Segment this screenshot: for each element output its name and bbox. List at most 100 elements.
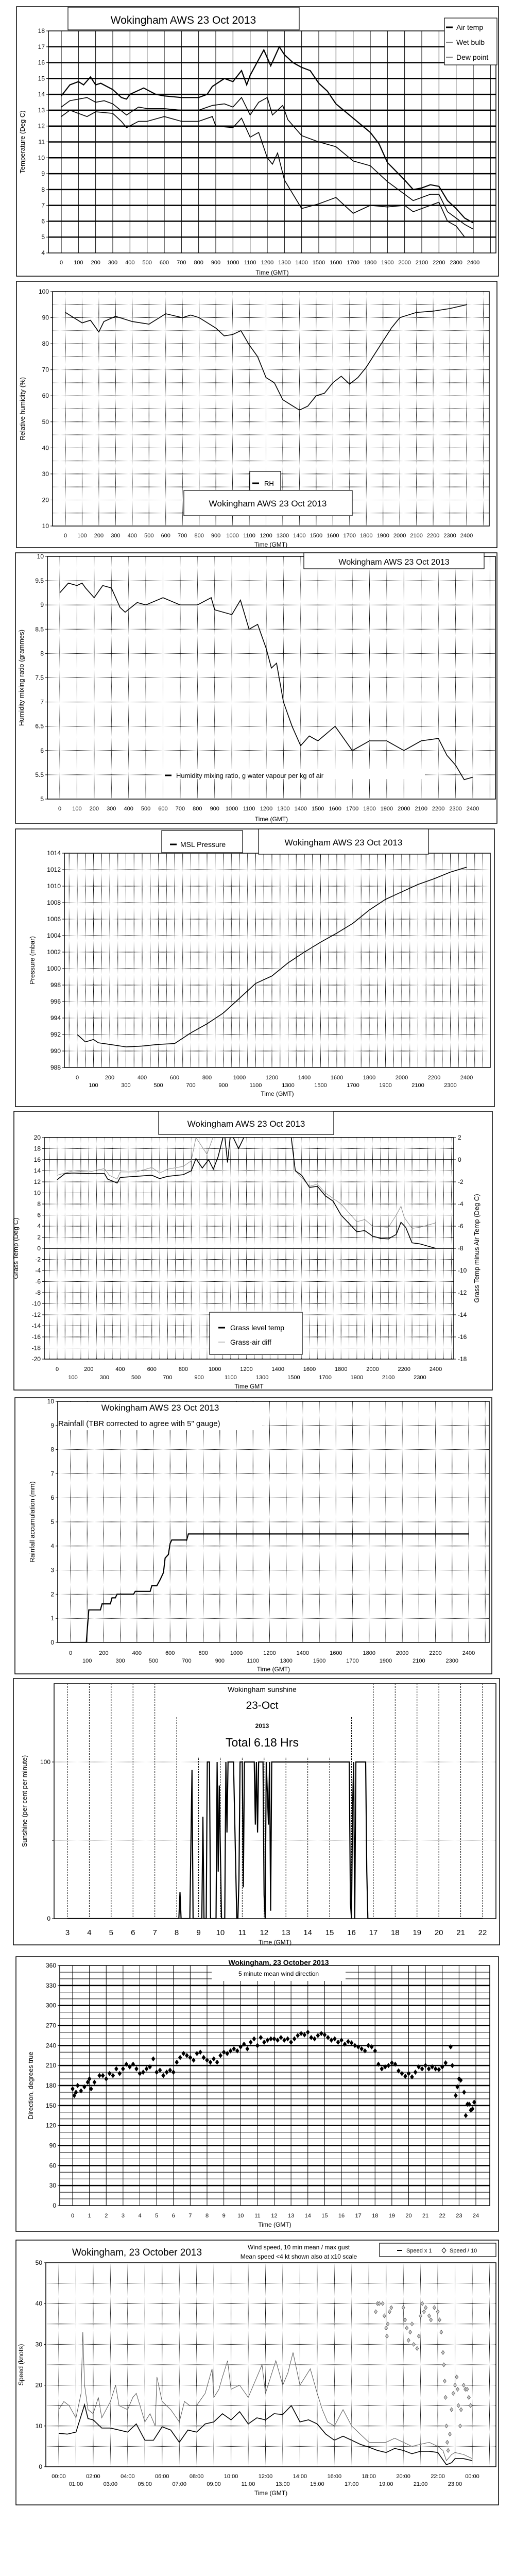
data-point (161, 2073, 165, 2078)
x-tick-label: 100 (89, 1082, 98, 1089)
y-axis-label: Speed (knots) (17, 2344, 25, 2386)
data-point (410, 2074, 414, 2080)
y2-tick-label: -16 (458, 1333, 467, 1341)
data-point (235, 2048, 239, 2054)
y-tick-label: 2 (37, 1234, 41, 1241)
data-point (387, 2309, 391, 2314)
x-tick-label: 600 (147, 1366, 157, 1372)
series-line-3 (61, 109, 473, 238)
x-tick-label: 1800 (360, 533, 372, 539)
x-tick-label: 2200 (432, 806, 444, 812)
data-point (208, 2059, 213, 2065)
y-tick-label: 6.5 (35, 723, 44, 730)
data-point (455, 2375, 459, 2380)
y-tick-label: 7 (41, 202, 45, 209)
x-tick-label: 300 (111, 533, 120, 539)
plot-area (45, 2262, 496, 2467)
y-tick-label: 9 (40, 601, 44, 608)
x-axis-label: Time (GMT) (255, 269, 288, 276)
y-tick-label: 4 (41, 249, 45, 257)
x-tick-label: 800 (202, 1075, 212, 1081)
y-tick-label: 1012 (47, 866, 61, 873)
x-tick-label: 100 (77, 533, 87, 539)
data-point (205, 2057, 209, 2063)
data-point (319, 2030, 323, 2037)
x-tick-label: 1900 (379, 1082, 391, 1089)
data-point (188, 2055, 193, 2060)
y-tick-label: 7.5 (35, 674, 44, 682)
data-point (265, 2037, 270, 2043)
x-tick-label: 15 (321, 2213, 328, 2219)
x-tick-label: 1000 (209, 1366, 221, 1372)
data-point (89, 2086, 93, 2092)
x-tick-label: 23 (456, 2213, 462, 2219)
data-point (441, 2350, 445, 2355)
x-tick-label: 1900 (381, 260, 393, 266)
series-group (65, 304, 467, 411)
x-tick-label: 2400 (430, 1366, 442, 1372)
x-tick-label: 13 (288, 2213, 294, 2219)
data-point (168, 2067, 173, 2073)
x-tick-label: 2 (105, 2213, 108, 2219)
x-tick-label: 19 (413, 1928, 421, 1937)
y2-tick-label: -12 (458, 1289, 467, 1296)
x-tick-label: 00:00 (465, 2473, 479, 2480)
x-tick-label: 1800 (335, 1366, 347, 1372)
chart-title: Wokingham AWS 23 Oct 2013 (285, 838, 403, 848)
data-point (144, 2066, 149, 2072)
y-tick-label: 10 (37, 553, 44, 560)
data-point (405, 2326, 409, 2331)
x-tick-label: 300 (107, 806, 116, 812)
data-point (242, 2041, 246, 2047)
y-tick-label: 16 (34, 1156, 41, 1163)
y-tick-label: 994 (50, 1014, 61, 1022)
x-tick-label: 1700 (347, 260, 359, 266)
data-point (419, 2313, 423, 2318)
x-tick-label: 0 (71, 2213, 74, 2219)
x-tick-label: 1900 (351, 1375, 363, 1381)
data-point (456, 2386, 459, 2392)
x-tick-label: 00:00 (52, 2473, 66, 2480)
y-tick-label: 13 (38, 107, 45, 114)
y-axis-label: Relative humidity (%) (19, 377, 26, 440)
y-tick-label: 20 (36, 2382, 43, 2389)
x-tick-label: 200 (90, 806, 99, 812)
gridlines (47, 556, 495, 799)
data-point (282, 2037, 286, 2043)
x-tick-label: 700 (182, 1658, 191, 1664)
y-tick-label: 10 (42, 522, 49, 530)
data-point (429, 2317, 433, 2323)
x-tick-label: 4 (138, 2213, 141, 2219)
series-line-2 (57, 1138, 436, 1249)
y2-tick-label: -10 (458, 1267, 467, 1274)
y-tick-label: 30 (36, 2341, 43, 2348)
x-tick-label: 1200 (263, 1650, 276, 1656)
data-point (439, 2330, 443, 2335)
data-point (445, 2439, 449, 2445)
x-tick-label: 1400 (272, 1366, 284, 1372)
x-tick-label: 16 (347, 1928, 356, 1937)
data-point (440, 2064, 444, 2070)
label-box (158, 1111, 334, 1135)
x-tick-label: 16 (338, 2213, 345, 2219)
x-axis-label: Time (GMT) (259, 1939, 291, 1946)
x-tick-label: 13 (282, 1928, 290, 1937)
data-point (467, 2102, 471, 2107)
y-tick-label: 17 (38, 43, 45, 50)
x-tick-label: 800 (194, 533, 203, 539)
x-tick-label: 200 (94, 533, 104, 539)
x-tick-label: 4 (87, 1928, 91, 1937)
data-point (420, 2301, 424, 2306)
x-tick-label: 2400 (460, 533, 473, 539)
data-point (228, 2048, 233, 2054)
data-point (255, 2043, 260, 2048)
data-point (104, 2076, 109, 2082)
x-tick-label: 1100 (243, 806, 255, 812)
series-line-1 (77, 867, 467, 1047)
x-tick-label: 21:00 (414, 2481, 428, 2487)
data-point (107, 2071, 112, 2076)
y-axis-label: Direction, degrees true (27, 2052, 35, 2120)
data-point (292, 2036, 297, 2042)
y-tick-label: 0 (53, 2202, 56, 2209)
data-point (346, 2039, 350, 2044)
